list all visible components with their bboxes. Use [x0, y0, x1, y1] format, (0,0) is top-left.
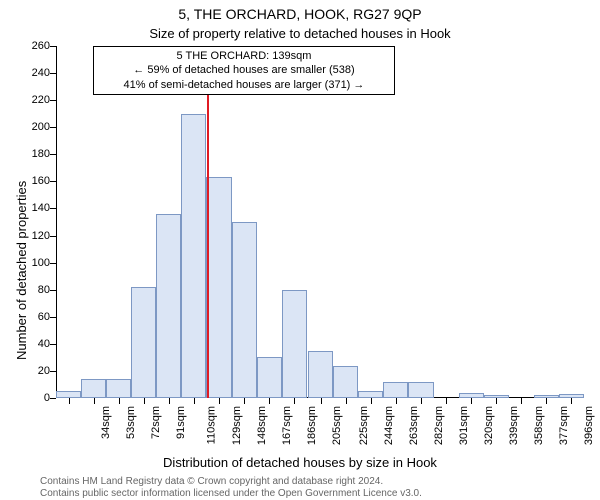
x-tick-label: 91sqm	[175, 406, 187, 439]
x-tick	[69, 398, 70, 404]
x-tick	[346, 398, 347, 404]
x-tick-label: 263sqm	[408, 406, 420, 445]
x-tick-label: 129sqm	[231, 406, 243, 445]
x-tick	[94, 398, 95, 404]
x-tick	[294, 398, 295, 404]
chart-title-line1: 5, THE ORCHARD, HOOK, RG27 9QP	[0, 6, 600, 22]
y-tick-label: 180	[32, 148, 50, 160]
y-tick-label: 240	[32, 67, 50, 79]
annotation-line: ← 59% of detached houses are smaller (53…	[100, 63, 388, 77]
y-tick-label: 60	[38, 311, 50, 323]
histogram-bar	[358, 391, 383, 398]
x-axis-label: Distribution of detached houses by size …	[0, 455, 600, 470]
y-tick-label: 200	[32, 121, 50, 133]
y-tick	[50, 73, 56, 74]
x-tick-label: 205sqm	[331, 406, 343, 445]
y-tick	[50, 398, 56, 399]
histogram-bar	[282, 290, 307, 398]
y-tick	[50, 46, 56, 47]
y-tick	[50, 290, 56, 291]
x-tick-label: 244sqm	[383, 406, 395, 445]
y-tick-label: 20	[38, 365, 50, 377]
x-tick-label: 186sqm	[306, 406, 318, 445]
x-tick-label: 72sqm	[150, 406, 162, 439]
y-tick	[50, 344, 56, 345]
histogram-bar	[308, 351, 333, 398]
histogram-bar	[156, 214, 181, 398]
y-tick-label: 120	[32, 230, 50, 242]
x-tick-label: 358sqm	[533, 406, 545, 445]
y-tick	[50, 208, 56, 209]
x-tick	[219, 398, 220, 404]
x-tick	[571, 398, 572, 404]
histogram-bar	[206, 177, 231, 398]
x-tick	[321, 398, 322, 404]
x-tick	[119, 398, 120, 404]
histogram-bar	[131, 287, 156, 398]
x-tick	[269, 398, 270, 404]
x-tick-label: 301sqm	[458, 406, 470, 445]
x-tick-label: 339sqm	[508, 406, 520, 445]
chart-title-line2: Size of property relative to detached ho…	[0, 26, 600, 41]
histogram-plot: 02040608010012014016018020022024026034sq…	[56, 46, 584, 398]
x-tick	[496, 398, 497, 404]
histogram-bar	[81, 379, 106, 398]
y-tick-label: 100	[32, 257, 50, 269]
y-axis-label: Number of detached properties	[14, 181, 29, 360]
x-tick-label: 110sqm	[205, 406, 217, 444]
annotation-box: 5 THE ORCHARD: 139sqm← 59% of detached h…	[93, 46, 395, 95]
y-tick-label: 260	[32, 40, 50, 52]
y-tick	[50, 100, 56, 101]
annotation-line: 41% of semi-detached houses are larger (…	[100, 78, 388, 92]
y-tick	[50, 317, 56, 318]
x-tick-label: 320sqm	[483, 406, 495, 445]
y-tick-label: 160	[32, 175, 50, 187]
x-tick	[371, 398, 372, 404]
x-tick-label: 53sqm	[125, 406, 137, 439]
footer-line1: Contains HM Land Registry data © Crown c…	[40, 476, 383, 487]
x-tick-label: 148sqm	[256, 406, 268, 445]
histogram-bar	[383, 382, 408, 398]
footer-line2: Contains public sector information licen…	[40, 488, 422, 499]
histogram-bar	[232, 222, 257, 398]
x-tick	[396, 398, 397, 404]
x-tick	[471, 398, 472, 404]
y-tick	[50, 127, 56, 128]
histogram-bar	[333, 366, 358, 398]
x-tick-label: 167sqm	[281, 406, 293, 445]
x-tick	[446, 398, 447, 404]
x-tick-label: 377sqm	[558, 406, 570, 445]
x-tick	[144, 398, 145, 404]
y-tick-label: 40	[38, 338, 50, 350]
histogram-bar	[106, 379, 131, 398]
x-tick	[521, 398, 522, 404]
y-axis-line	[56, 46, 57, 398]
y-tick-label: 80	[38, 284, 50, 296]
annotation-line: 5 THE ORCHARD: 139sqm	[100, 49, 388, 63]
histogram-bar	[56, 391, 81, 398]
y-tick-label: 140	[32, 202, 50, 214]
x-tick-label: 34sqm	[100, 406, 112, 439]
y-tick	[50, 371, 56, 372]
x-tick-label: 225sqm	[358, 406, 370, 445]
x-tick	[169, 398, 170, 404]
y-tick	[50, 236, 56, 237]
x-tick-label: 282sqm	[433, 406, 445, 445]
reference-line	[207, 46, 209, 398]
histogram-bar	[181, 114, 206, 398]
y-tick-label: 0	[44, 392, 50, 404]
x-tick	[421, 398, 422, 404]
x-tick	[194, 398, 195, 404]
histogram-bar	[257, 357, 282, 398]
y-tick	[50, 181, 56, 182]
y-tick-label: 220	[32, 94, 50, 106]
y-tick	[50, 263, 56, 264]
x-tick-label: 396sqm	[584, 406, 596, 445]
x-tick	[546, 398, 547, 404]
histogram-bar	[408, 382, 433, 398]
y-tick	[50, 154, 56, 155]
x-tick	[244, 398, 245, 404]
